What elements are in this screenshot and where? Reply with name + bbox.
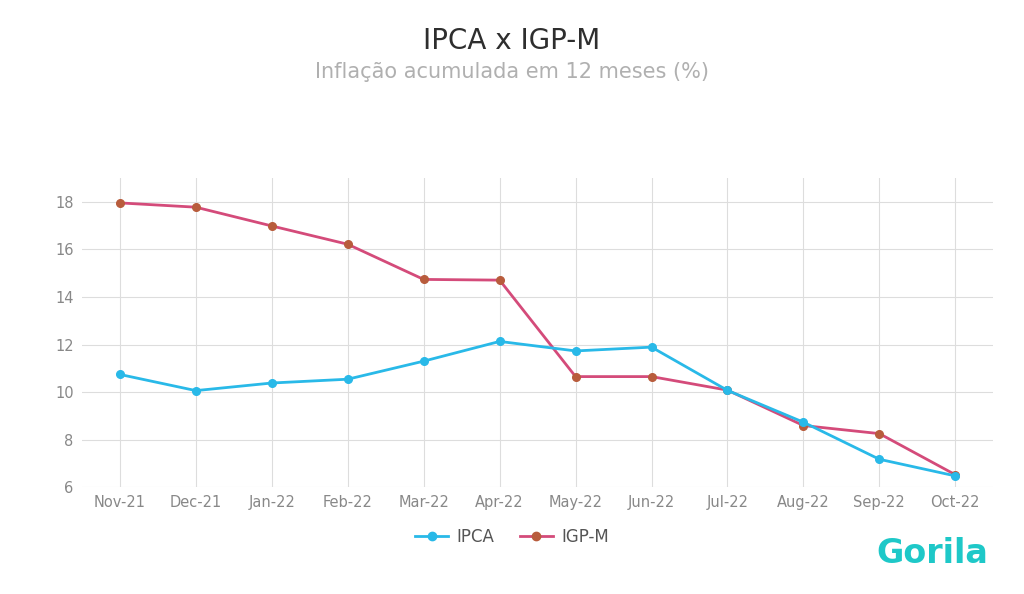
IPCA (798, 419, 810, 426)
IPCA (342, 375, 354, 383)
IPCA (569, 347, 582, 355)
Line: IGP-M: IGP-M (116, 199, 959, 479)
IGP-M (721, 387, 733, 394)
Text: Inflação acumulada em 12 meses (%): Inflação acumulada em 12 meses (%) (315, 62, 709, 83)
IGP-M (418, 276, 430, 283)
IPCA (114, 371, 126, 378)
IGP-M (494, 277, 506, 284)
Legend: IPCA, IGP-M: IPCA, IGP-M (409, 522, 615, 553)
IPCA (721, 387, 733, 394)
IGP-M (798, 422, 810, 429)
IGP-M (569, 373, 582, 380)
IGP-M (949, 471, 962, 478)
IGP-M (265, 222, 278, 229)
IGP-M (873, 430, 886, 437)
IPCA (418, 358, 430, 365)
IPCA (265, 380, 278, 387)
IPCA (645, 343, 657, 350)
IPCA (949, 472, 962, 479)
IPCA (189, 387, 202, 394)
Line: IPCA: IPCA (116, 337, 959, 480)
IGP-M (189, 204, 202, 211)
IPCA (873, 456, 886, 463)
Text: IPCA x IGP-M: IPCA x IGP-M (423, 27, 601, 55)
IGP-M (342, 241, 354, 248)
IGP-M (114, 200, 126, 207)
Text: Gorila: Gorila (877, 537, 988, 570)
IPCA (494, 338, 506, 345)
IGP-M (645, 373, 657, 380)
